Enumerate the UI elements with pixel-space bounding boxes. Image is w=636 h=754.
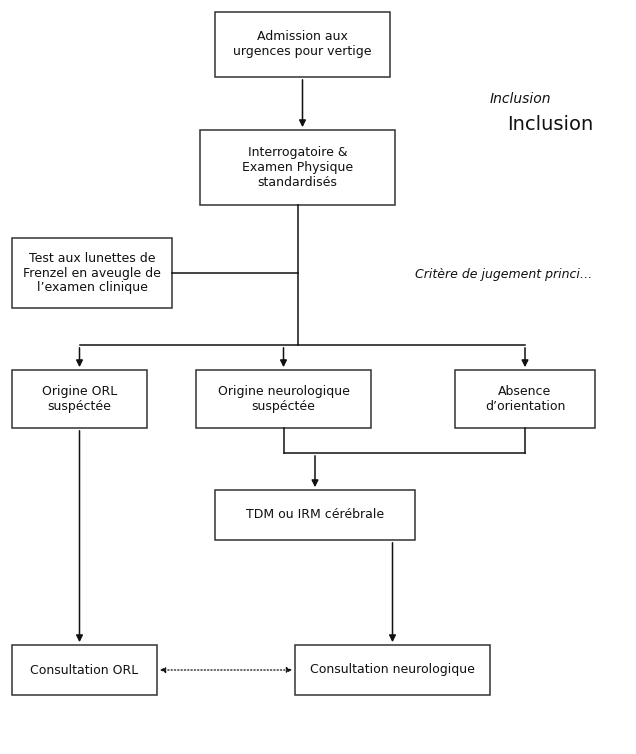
- Text: Admission aux
urgences pour vertige: Admission aux urgences pour vertige: [233, 30, 372, 59]
- Text: Absence
d’orientation: Absence d’orientation: [485, 385, 565, 413]
- Text: Consultation neurologique: Consultation neurologique: [310, 664, 475, 676]
- Text: Interrogatoire &
Examen Physique
standardisés: Interrogatoire & Examen Physique standar…: [242, 146, 353, 189]
- FancyBboxPatch shape: [455, 370, 595, 428]
- FancyBboxPatch shape: [295, 645, 490, 695]
- FancyBboxPatch shape: [215, 490, 415, 540]
- FancyBboxPatch shape: [12, 645, 157, 695]
- FancyBboxPatch shape: [196, 370, 371, 428]
- Text: Origine neurologique
suspéctée: Origine neurologique suspéctée: [218, 385, 349, 413]
- Text: Inclusion: Inclusion: [507, 115, 593, 134]
- FancyBboxPatch shape: [215, 12, 390, 77]
- FancyBboxPatch shape: [12, 370, 147, 428]
- Text: Test aux lunettes de
Frenzel en aveugle de
l’examen clinique: Test aux lunettes de Frenzel en aveugle …: [23, 252, 161, 295]
- FancyBboxPatch shape: [12, 238, 172, 308]
- Text: Consultation ORL: Consultation ORL: [31, 664, 139, 676]
- Text: TDM ou IRM cérébrale: TDM ou IRM cérébrale: [246, 508, 384, 522]
- Text: Inclusion: Inclusion: [490, 92, 551, 106]
- Text: Origine ORL
suspéctée: Origine ORL suspéctée: [42, 385, 117, 413]
- Text: Critère de jugement princi…: Critère de jugement princi…: [415, 268, 592, 281]
- FancyBboxPatch shape: [200, 130, 395, 205]
